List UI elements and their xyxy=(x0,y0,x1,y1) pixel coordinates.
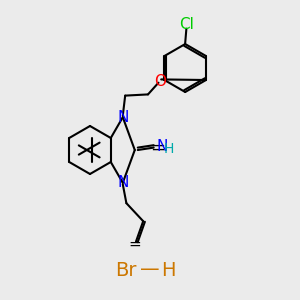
Text: N: N xyxy=(117,110,128,125)
Text: Cl: Cl xyxy=(179,17,194,32)
Text: N: N xyxy=(117,175,128,190)
Text: =: = xyxy=(128,237,141,252)
Text: H: H xyxy=(161,260,175,280)
Text: =: = xyxy=(150,139,165,157)
Text: N: N xyxy=(157,139,168,154)
Text: —: — xyxy=(140,260,160,280)
Text: H: H xyxy=(164,142,174,156)
Text: O: O xyxy=(154,74,166,89)
Text: Br: Br xyxy=(115,260,137,280)
